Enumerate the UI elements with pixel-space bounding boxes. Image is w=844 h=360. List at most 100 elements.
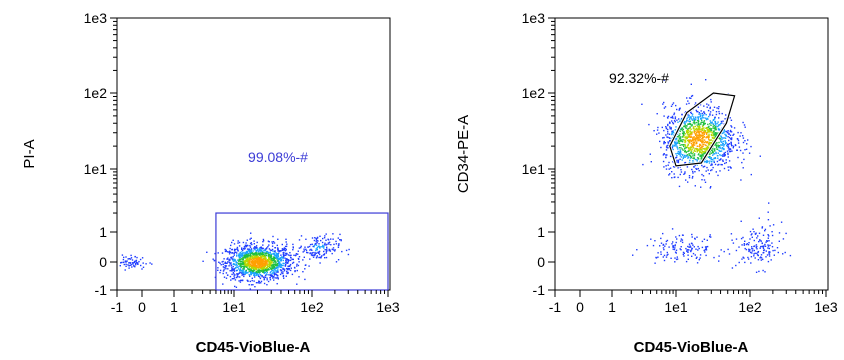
data-point	[704, 249, 706, 251]
data-point	[671, 115, 674, 118]
data-point	[689, 148, 692, 151]
data-point	[740, 237, 743, 240]
data-point	[134, 266, 136, 268]
data-point	[715, 146, 718, 148]
data-point	[253, 268, 255, 270]
data-point	[266, 270, 268, 272]
data-point	[275, 261, 277, 263]
data-point	[282, 275, 284, 278]
y-tick-label: -1	[533, 282, 546, 298]
data-point	[687, 251, 689, 253]
data-point	[689, 141, 691, 143]
data-point	[310, 248, 312, 251]
data-point	[674, 251, 677, 253]
data-point	[708, 130, 710, 132]
data-point	[140, 264, 142, 267]
data-point	[700, 128, 703, 130]
data-point	[674, 247, 676, 249]
data-point	[672, 102, 675, 104]
data-point	[335, 243, 338, 245]
data-point	[233, 243, 236, 245]
data-point	[253, 240, 255, 242]
data-point	[240, 258, 243, 260]
data-point	[231, 248, 233, 251]
data-point	[680, 153, 682, 155]
data-point	[741, 244, 743, 246]
data-point	[675, 249, 678, 251]
data-point	[307, 252, 309, 254]
data-point	[702, 124, 704, 126]
data-point	[701, 157, 703, 159]
data-point	[317, 245, 319, 247]
data-point	[687, 100, 689, 102]
data-point	[692, 139, 694, 141]
data-point	[245, 252, 247, 254]
data-point	[265, 254, 267, 257]
data-point	[262, 268, 265, 270]
gate-rectangle[interactable]	[215, 212, 389, 291]
data-point	[279, 257, 281, 260]
data-point	[304, 278, 306, 281]
data-point	[690, 97, 692, 99]
data-point	[724, 133, 726, 136]
data-point	[709, 123, 711, 125]
data-point	[714, 132, 717, 134]
data-point	[280, 269, 283, 271]
data-point	[258, 268, 261, 270]
data-point	[663, 136, 665, 139]
data-point	[701, 150, 704, 153]
data-point	[712, 166, 714, 169]
data-point	[681, 130, 684, 132]
data-point	[304, 268, 306, 270]
data-point	[259, 262, 261, 264]
data-point	[696, 148, 698, 150]
data-point	[751, 247, 753, 250]
data-point	[241, 279, 243, 282]
data-point	[760, 257, 763, 259]
data-point	[671, 130, 673, 133]
data-point	[266, 266, 269, 268]
data-point	[261, 258, 264, 261]
data-point	[261, 262, 264, 265]
data-point	[247, 263, 249, 265]
data-point	[688, 114, 690, 117]
data-point	[706, 239, 708, 241]
x-tick-label: 1e2	[738, 299, 762, 315]
data-point	[760, 256, 762, 258]
data-point	[717, 125, 719, 128]
data-point	[712, 119, 715, 121]
data-point	[276, 283, 278, 285]
data-point	[244, 253, 246, 255]
data-point	[256, 264, 258, 266]
data-point	[767, 234, 769, 236]
data-point	[248, 284, 250, 286]
data-point	[706, 136, 708, 139]
data-point	[231, 252, 233, 254]
data-point	[285, 245, 288, 247]
data-point	[718, 106, 720, 108]
data-point	[680, 240, 682, 242]
data-point	[249, 268, 251, 270]
data-point	[251, 277, 253, 279]
data-point	[692, 160, 694, 162]
data-point	[710, 128, 712, 130]
data-point	[717, 121, 719, 123]
data-point	[698, 169, 700, 172]
data-point	[667, 133, 669, 135]
gate-polygon[interactable]	[669, 92, 736, 167]
data-point	[256, 247, 258, 249]
data-point	[319, 235, 321, 237]
data-point	[237, 260, 240, 262]
data-point	[669, 128, 671, 130]
data-point	[255, 282, 258, 284]
data-point	[133, 262, 135, 264]
data-point	[689, 149, 691, 151]
data-point	[241, 269, 243, 272]
data-point	[686, 136, 689, 138]
data-point	[284, 265, 287, 267]
data-point	[712, 154, 714, 156]
data-point	[275, 253, 278, 255]
data-point	[237, 242, 239, 244]
data-point	[657, 126, 659, 129]
data-point	[318, 243, 320, 245]
